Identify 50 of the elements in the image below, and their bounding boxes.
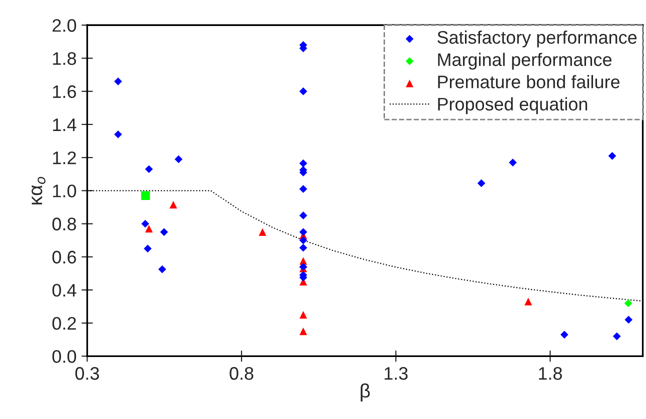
y-tick-label: 0.0 [52, 350, 76, 363]
y-tick-label: 0.4 [52, 284, 76, 297]
point [299, 185, 308, 193]
point [477, 179, 486, 188]
legend-label: Satisfactory performance [437, 30, 637, 48]
point [608, 152, 616, 160]
point [299, 236, 308, 244]
y-tick-label: 1.8 [53, 52, 76, 65]
point [145, 165, 153, 174]
y-tick-label: 0.2 [52, 316, 76, 330]
point [624, 299, 632, 308]
legend-label: Marginal performance [438, 52, 612, 70]
x-axis-title: β [360, 383, 370, 402]
y-axis-title: κα$_{o}$ [32, 176, 46, 204]
legend-label: Proposed equation [438, 97, 588, 114]
point [170, 200, 178, 209]
point [174, 155, 182, 164]
point [299, 228, 308, 236]
point [299, 310, 308, 319]
point [145, 224, 153, 233]
point [299, 244, 308, 252]
point [508, 158, 517, 166]
point [299, 159, 308, 168]
point [114, 130, 122, 138]
point [144, 244, 152, 252]
point [114, 77, 122, 86]
y-tick-label: 1.6 [53, 85, 76, 98]
point [141, 220, 150, 228]
point [141, 191, 150, 200]
point [158, 265, 166, 274]
y-tick-label: 0.6 [52, 250, 76, 264]
point [612, 332, 621, 340]
x-tick-label: 0.3 [75, 367, 99, 380]
point [258, 228, 266, 236]
y-tick-label: 1.4 [53, 118, 76, 131]
point [299, 328, 308, 336]
point [524, 298, 532, 306]
point [299, 87, 308, 96]
y-tick-label: 0.8 [52, 218, 76, 230]
point [160, 228, 168, 236]
point [624, 316, 632, 324]
y-tick-label: 2.0 [52, 19, 76, 32]
point [299, 212, 308, 220]
x-tick-label: 1.8 [539, 367, 562, 380]
y-tick-label: 1.2 [53, 151, 76, 164]
x-tick-label: 1.3 [384, 367, 408, 380]
point [560, 330, 568, 339]
y-tick-label: 1.0 [53, 184, 76, 198]
legend-label: Premature bond failure [438, 75, 620, 88]
x-tick-label: 0.8 [230, 367, 254, 380]
